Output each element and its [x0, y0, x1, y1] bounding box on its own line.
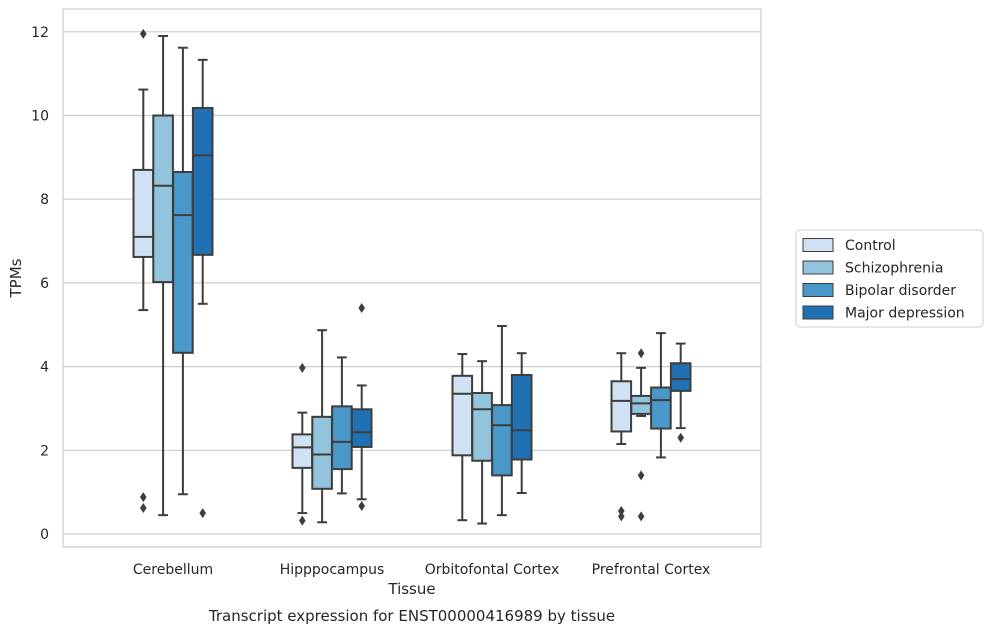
outlier-point: [637, 470, 645, 481]
y-tick-label: 12: [31, 25, 49, 41]
box-control-2: [291, 362, 314, 526]
x-axis-label: Tissue: [387, 580, 435, 598]
box-bipolar-disorder-2: [331, 356, 353, 495]
box-bipolar-disorder-4: [650, 332, 672, 459]
box-bipolar-disorder-1: [172, 46, 194, 496]
legend-swatch: [802, 238, 834, 252]
box-schizophrenia-4: [630, 348, 652, 522]
y-tick-label: 2: [40, 443, 49, 459]
outlier-point: [358, 500, 365, 511]
x-tick-labels: Cerebellum Hipppocampus Orbitofontal Corte…: [133, 562, 710, 578]
box-body: [331, 405, 353, 471]
box-body: [311, 415, 333, 490]
x-tick-label: Hipppocampus: [280, 562, 385, 578]
box-schizophrenia-2: [311, 329, 333, 524]
outlier-point: [637, 348, 645, 359]
outlier-point: [677, 432, 684, 443]
x-tick-label: Orbitofontal Cortex: [425, 562, 560, 578]
box-groups: [132, 28, 692, 526]
box-major-depression-4: [669, 342, 692, 443]
outlier-point: [618, 511, 625, 522]
y-tick-labels: 0 2 4 6 8 10 12: [31, 25, 49, 543]
outlier-point: [140, 28, 147, 39]
legend-label: Major depression: [845, 306, 965, 322]
outlier-point: [299, 515, 306, 526]
x-tick-label: Prefrontal Cortex: [592, 562, 711, 578]
legend-label: Bipolar disorder: [845, 283, 956, 299]
box-major-depression-2: [350, 303, 373, 511]
legend-label: Schizophrenia: [845, 261, 943, 277]
y-tick-label: 8: [40, 192, 49, 208]
legend-swatch: [802, 283, 834, 297]
box-bipolar-disorder-3: [491, 325, 513, 517]
box-body: [610, 380, 633, 433]
outlier-point: [199, 508, 206, 519]
chart-caption: Transcript expression for ENST0000041698…: [208, 607, 615, 625]
box-body: [669, 362, 692, 392]
box-major-depression-1: [191, 58, 214, 519]
y-tick-label: 0: [40, 527, 49, 543]
y-tick-label: 4: [40, 360, 49, 376]
x-tick-label: Cerebellum: [133, 562, 213, 578]
legend-swatch: [802, 305, 834, 320]
outlier-point: [358, 303, 365, 314]
outlier-point: [637, 511, 645, 522]
y-axis-label: TPMs: [7, 258, 25, 298]
legend-swatch: [802, 260, 834, 275]
box-body: [172, 170, 194, 354]
box-body: [630, 394, 652, 415]
outlier-point: [140, 492, 147, 503]
box-body: [191, 106, 214, 256]
box-body: [471, 391, 493, 462]
box-body: [650, 386, 672, 430]
outlier-point: [299, 362, 306, 373]
box-body: [291, 433, 314, 469]
legend: Control Schizophrenia Bipolar disorder Majo…: [795, 229, 984, 328]
legend-frame: [795, 229, 984, 328]
box-major-depression-3: [510, 352, 533, 494]
box-body: [350, 408, 373, 448]
y-tick-label: 6: [40, 276, 49, 292]
legend-label: Control: [845, 238, 896, 254]
box-control-3: [451, 353, 474, 522]
box-body: [152, 114, 174, 284]
box-body: [491, 404, 513, 477]
box-body: [510, 373, 533, 461]
outlier-point: [140, 503, 147, 514]
y-tick-label: 10: [31, 109, 49, 125]
box-body: [132, 168, 155, 258]
outlier-point: [618, 505, 625, 516]
box-body: [451, 374, 474, 457]
